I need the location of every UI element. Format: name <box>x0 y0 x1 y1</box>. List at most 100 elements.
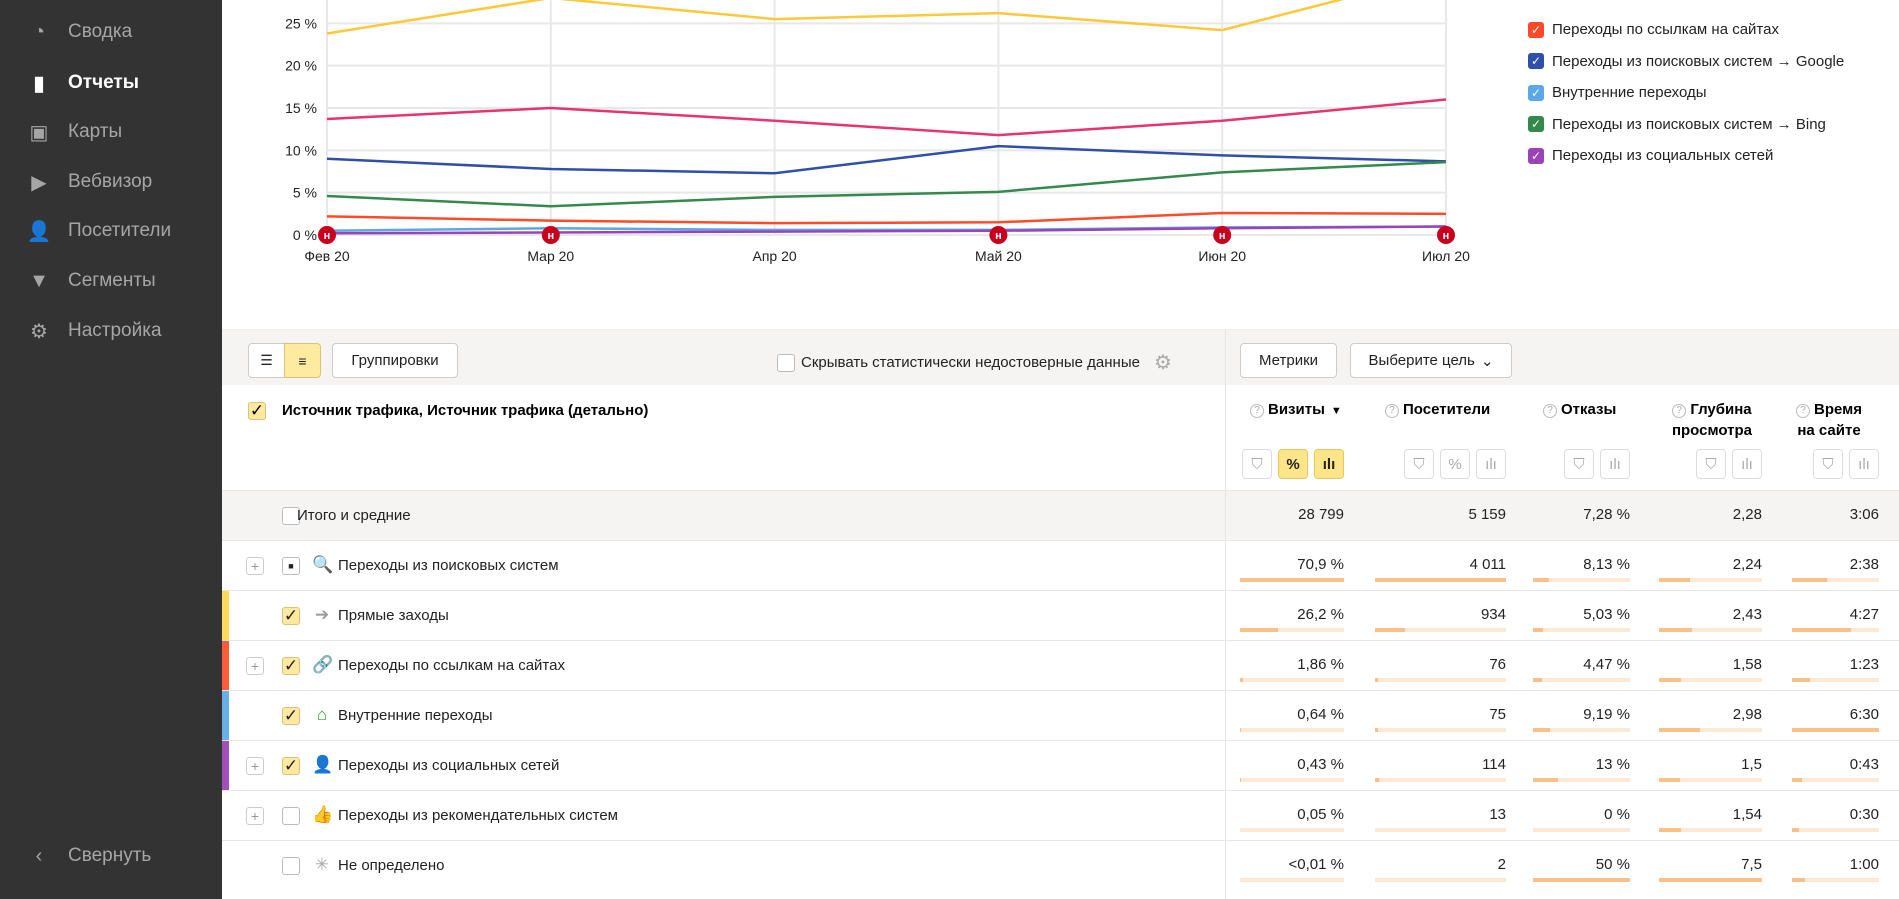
goal-select[interactable]: Выберите цель ⌄ <box>1350 343 1512 378</box>
expand-button[interactable]: + <box>246 557 264 575</box>
table-row[interactable]: ✳ Не определено <0,01 % 2 50 % 7,5 1:00 <box>222 840 1899 890</box>
help-icon[interactable]: ? <box>1672 404 1687 418</box>
table-row[interactable]: Итого и средние 28 799 5 159 7,28 % 2,28 3:06 <box>222 490 1899 540</box>
svg-text:н: н <box>1443 230 1450 242</box>
legend-item[interactable]: ✓ Переходы по ссылкам на сайтах <box>1528 14 1844 46</box>
row-checkbox[interactable] <box>282 507 300 525</box>
legend-item[interactable]: ✓ Внутренние переходы <box>1528 77 1844 109</box>
table-header: ✓ Источник трафика, Источник трафика (де… <box>222 385 1899 490</box>
annotation-marker[interactable]: н <box>318 226 336 244</box>
metric-bar <box>1240 828 1344 832</box>
sort-desc-icon[interactable]: ▼ <box>1330 405 1342 417</box>
table-row[interactable]: + ✓ 👤 Переходы из социальных сетей 0,43 % 114… <box>222 740 1899 791</box>
column-header-3[interactable]: ? Глубина просмотра <box>1662 399 1762 441</box>
column-header-0[interactable]: ? Визиты ▼ <box>1250 399 1342 422</box>
sidebar-item-3[interactable]: ▶ Вебвизор <box>28 171 152 194</box>
row-checkbox[interactable] <box>282 807 300 825</box>
bar-chart-icon[interactable]: ılı <box>1849 449 1879 479</box>
bar-chart-icon[interactable]: ılı <box>1476 449 1506 479</box>
table-row[interactable]: ✓ ➔ Прямые заходы 26,2 % 934 5,03 % 2,43 4:27 <box>222 590 1899 641</box>
gear-icon[interactable]: ⚙ <box>1153 352 1172 374</box>
dimension-checkbox[interactable]: ✓ <box>248 401 266 420</box>
metric-bar <box>1375 778 1506 782</box>
metric-value: 0:43 <box>1849 756 1879 773</box>
sidebar-item-6[interactable]: ⚙ Настройка <box>28 320 162 343</box>
x-tick-label: Мар 20 <box>527 248 574 264</box>
metric-bar <box>1375 728 1506 732</box>
row-checkbox[interactable]: ✓ <box>282 656 300 675</box>
filter-icon[interactable]: ⛉ <box>1404 449 1434 479</box>
metric-value: 1,5 <box>1741 756 1762 773</box>
column-header-1[interactable]: ? Посетители <box>1385 399 1490 420</box>
row-checkbox[interactable]: ✓ <box>282 706 300 725</box>
table-row[interactable]: + ■ 🔍 Переходы из поисковых систем 70,9 % 4 0… <box>222 540 1899 590</box>
view-list-button[interactable]: ☰ <box>248 343 285 378</box>
metric-value: 2 <box>1497 856 1506 873</box>
row-label: Переходы по ссылкам на сайтах <box>338 657 565 674</box>
metric-value: 114 <box>1482 756 1506 773</box>
column-header-2[interactable]: ? Отказы <box>1543 399 1616 420</box>
percent-icon[interactable]: % <box>1440 449 1470 479</box>
hide-unreliable-toggle[interactable]: Скрывать статистически недостоверные дан… <box>777 350 1172 375</box>
metrics-button[interactable]: Метрики <box>1240 343 1337 378</box>
sidebar-item-4[interactable]: 👤 Посетители <box>27 220 172 243</box>
filter-icon[interactable]: ⛉ <box>1564 449 1594 479</box>
column-label: Отказы <box>1561 401 1617 418</box>
dimension-header[interactable]: Источник трафика, Источник трафика (дета… <box>282 402 649 419</box>
bar-chart-icon[interactable]: ılı <box>1600 449 1630 479</box>
row-checkbox[interactable]: ■ <box>282 557 300 575</box>
legend-checkbox[interactable]: ✓ <box>1528 116 1544 133</box>
help-icon[interactable]: ? <box>1796 404 1810 418</box>
collapse-button[interactable]: ‹ Свернуть <box>28 845 152 867</box>
annotation-marker[interactable]: н <box>1437 226 1455 244</box>
table-row[interactable]: + ✓ 🔗 Переходы по ссылкам на сайтах 1,86 % 76… <box>222 640 1899 691</box>
collapse-label: Свернуть <box>68 845 152 866</box>
column-label: Визиты <box>1268 401 1325 418</box>
legend-checkbox[interactable]: ✓ <box>1528 21 1544 38</box>
sidebar-item-0[interactable]: ◔ Сводка <box>28 21 132 43</box>
expand-button[interactable]: + <box>246 807 264 825</box>
legend-checkbox[interactable]: ✓ <box>1528 84 1544 101</box>
percent-icon[interactable]: % <box>1278 449 1308 479</box>
table-row[interactable]: ✓ ⌂ Внутренние переходы 0,64 % 75 9,19 % 2,98 6… <box>222 690 1899 741</box>
legend-checkbox[interactable]: ✓ <box>1528 53 1544 70</box>
row-checkbox[interactable]: ✓ <box>282 756 300 775</box>
annotation-marker[interactable]: н <box>1213 226 1232 244</box>
metric-bar <box>1240 778 1344 782</box>
legend-item[interactable]: ✓ Переходы из социальных сетей <box>1528 140 1844 172</box>
bar-chart-icon[interactable]: ılı <box>1732 449 1762 479</box>
help-icon[interactable]: ? <box>1250 404 1264 418</box>
filter-icon[interactable]: ⛉ <box>1696 449 1726 479</box>
svg-text:н: н <box>995 230 1002 242</box>
view-tree-button[interactable]: ≡ <box>284 343 321 378</box>
filter-icon[interactable]: ⛉ <box>1242 449 1272 479</box>
expand-button[interactable]: + <box>246 757 264 775</box>
sidebar-item-5[interactable]: ▼ Сегменты <box>28 270 156 292</box>
metric-value: 7,5 <box>1741 856 1762 873</box>
help-icon[interactable]: ? <box>1543 404 1557 418</box>
bar-chart-icon[interactable]: ılı <box>1314 449 1344 479</box>
help-icon[interactable]: ? <box>1385 404 1399 418</box>
table-row[interactable]: + 👍 Переходы из рекомендательных систем 0,0… <box>222 790 1899 840</box>
filter-icon[interactable]: ⛉ <box>1813 449 1843 479</box>
column-header-4[interactable]: ? Время на сайте <box>1779 399 1879 441</box>
annotation-marker[interactable]: н <box>541 226 560 244</box>
legend-item[interactable]: ✓ Переходы из поисковых систем → Bing <box>1528 109 1844 141</box>
search-icon: 🔍 <box>312 555 334 574</box>
metric-value: 2,28 <box>1732 506 1762 523</box>
hide-unreliable-checkbox[interactable] <box>777 353 795 372</box>
row-checkbox[interactable] <box>282 857 300 875</box>
legend-checkbox[interactable]: ✓ <box>1528 147 1544 164</box>
groupings-button[interactable]: Группировки <box>332 343 458 378</box>
sidebar-item-2[interactable]: ▣ Карты <box>28 121 123 144</box>
row-checkbox[interactable]: ✓ <box>282 606 300 625</box>
annotation-marker[interactable]: н <box>989 226 1008 244</box>
sidebar-item-label: Посетители <box>68 220 172 241</box>
gear-icon: ⚙ <box>30 320 48 343</box>
legend-item[interactable]: ✓ Переходы из поисковых систем → Google <box>1528 46 1844 78</box>
metric-bar <box>1792 628 1879 632</box>
sidebar-item-1[interactable]: ▮ Отчеты <box>28 72 138 95</box>
metric-value: 2,43 <box>1732 606 1762 623</box>
metric-value: 4,47 % <box>1583 656 1630 673</box>
expand-button[interactable]: + <box>246 657 264 675</box>
